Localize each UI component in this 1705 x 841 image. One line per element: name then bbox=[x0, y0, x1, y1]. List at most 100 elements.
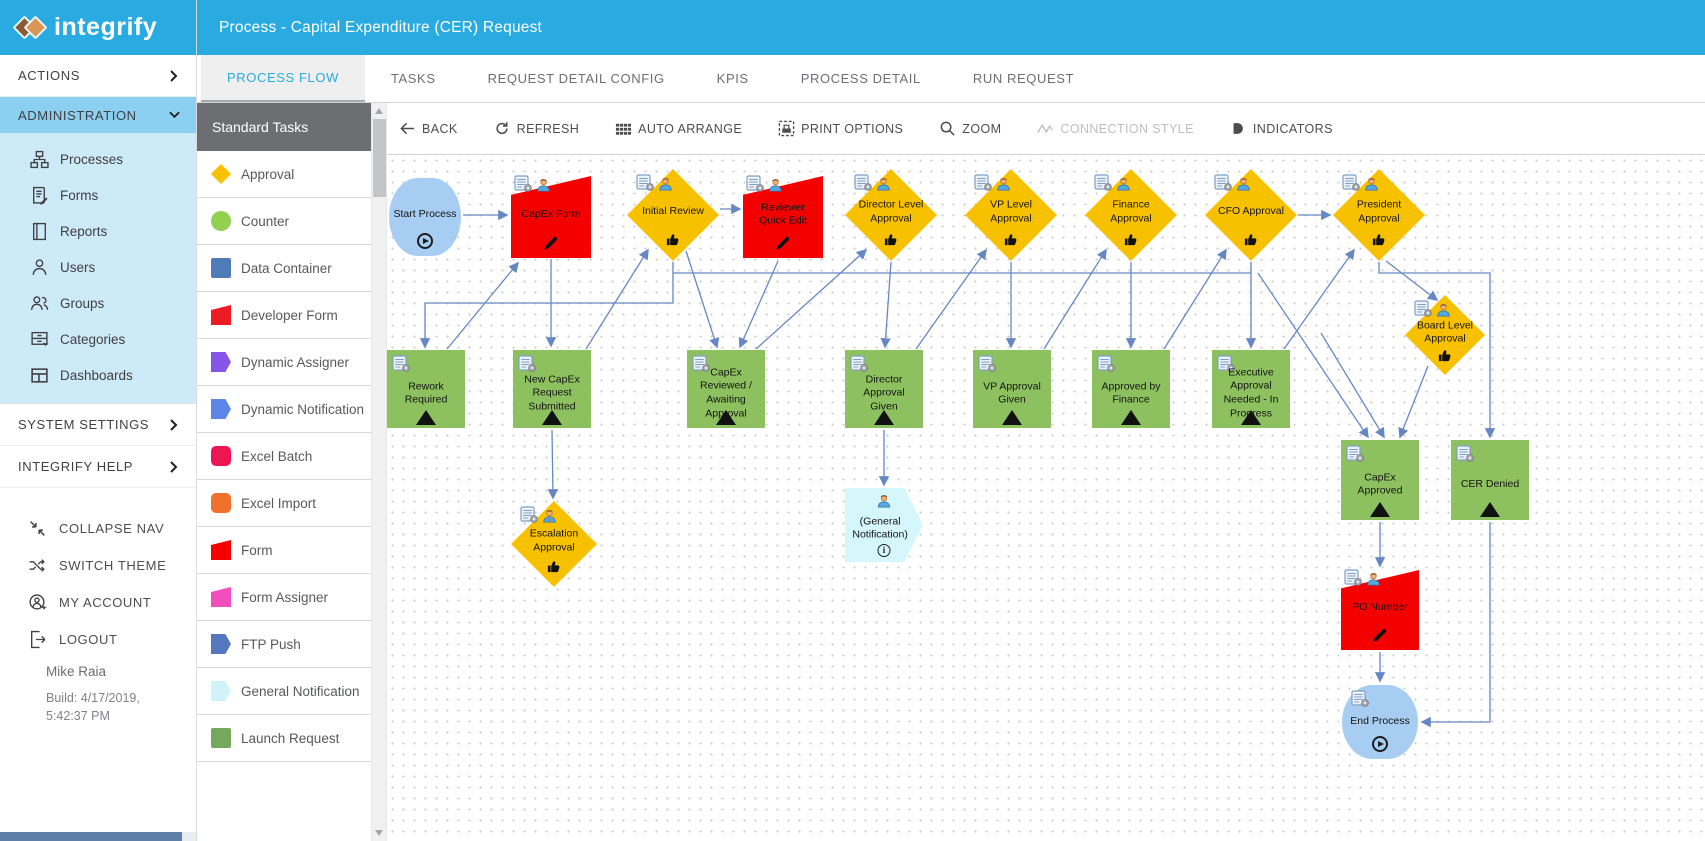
sidebar-item-processes[interactable]: Processes bbox=[0, 141, 196, 177]
thumb-icon bbox=[547, 559, 562, 574]
zoom-button[interactable]: ZOOM bbox=[939, 120, 1001, 137]
indicators-button[interactable]: INDICATORS bbox=[1230, 120, 1333, 137]
sidebar-action-my-account[interactable]: MY ACCOUNT bbox=[0, 584, 196, 621]
sidebar-section-actions[interactable]: ACTIONS bbox=[0, 55, 196, 97]
person-icon bbox=[1366, 572, 1381, 591]
sidebar-horizontal-scrollbar[interactable] bbox=[0, 832, 196, 841]
node-capex-form[interactable]: CapEx Form bbox=[511, 175, 591, 258]
node-vp-approval-given[interactable]: VP Approval Given bbox=[973, 350, 1051, 428]
node-director-approval-given[interactable]: Director Approval Given bbox=[845, 350, 923, 428]
task-type-ftp-push[interactable]: FTP Push bbox=[197, 621, 371, 668]
task-type-excel-import[interactable]: Excel Import bbox=[197, 480, 371, 527]
tab-request-detail-config[interactable]: REQUEST DETAIL CONFIG bbox=[462, 55, 691, 102]
node-rework-required[interactable]: Rework Required bbox=[387, 350, 465, 428]
task-type-label: Excel Batch bbox=[241, 448, 313, 464]
tab-tasks[interactable]: TASKS bbox=[365, 55, 462, 102]
node-end-process[interactable]: End Process bbox=[1342, 685, 1418, 759]
nav-spacer bbox=[0, 488, 196, 510]
sidebar-action-label: LOGOUT bbox=[59, 632, 118, 647]
refresh-button[interactable]: REFRESH bbox=[494, 120, 580, 137]
sidebar-item-categories[interactable]: Categories bbox=[0, 321, 196, 357]
tab-process-flow[interactable]: PROCESS FLOW bbox=[201, 55, 365, 102]
node-board-level-approval[interactable]: Board Level Approval bbox=[1405, 295, 1485, 375]
sidebar-action-collapse-nav[interactable]: COLLAPSE NAV bbox=[0, 510, 196, 547]
sidebar-item-forms[interactable]: Forms bbox=[0, 177, 196, 213]
panel-scrollbar[interactable] bbox=[372, 103, 387, 841]
task-type-dynamic-assigner[interactable]: Dynamic Assigner bbox=[197, 339, 371, 386]
toolbar-button-label: REFRESH bbox=[516, 121, 580, 136]
node-badges bbox=[518, 355, 537, 377]
node-escalation-approval[interactable]: Escalation Approval bbox=[511, 501, 597, 587]
auto-arrange-button[interactable]: AUTO ARRANGE bbox=[615, 120, 742, 137]
sidebar: integrify ACTIONS ADMINISTRATION Processes… bbox=[0, 0, 197, 841]
node-approved-by-finance[interactable]: Approved by Finance bbox=[1092, 350, 1170, 428]
sidebar-section-label: INTEGRIFY HELP bbox=[18, 459, 134, 474]
thumb-icon bbox=[666, 232, 681, 247]
task-type-approval[interactable]: Approval bbox=[197, 151, 371, 198]
logged-in-user: Mike Raia bbox=[46, 664, 107, 679]
users-icon bbox=[30, 294, 49, 313]
approval-shape-icon bbox=[211, 164, 231, 184]
print-options-button[interactable]: PRINT OPTIONS bbox=[778, 120, 903, 137]
back-button[interactable]: BACK bbox=[399, 120, 458, 137]
task-type-developer-form[interactable]: Developer Form bbox=[197, 292, 371, 339]
sidebar-action-switch-theme[interactable]: SWITCH THEME bbox=[0, 547, 196, 584]
node-cer-denied[interactable]: CER Denied bbox=[1451, 440, 1529, 520]
panel-scrollbar-thumb[interactable] bbox=[373, 119, 386, 197]
task-type-excel-batch[interactable]: Excel Batch bbox=[197, 433, 371, 480]
node-po-number[interactable]: PO Number bbox=[1341, 569, 1419, 650]
node-vp-level-approval[interactable]: VP Level Approval bbox=[965, 169, 1057, 261]
tab-kpis[interactable]: KPIS bbox=[691, 55, 775, 102]
sidebar-section-administration[interactable]: ADMINISTRATION bbox=[0, 97, 196, 133]
sidebar-item-groups[interactable]: Groups bbox=[0, 285, 196, 321]
task-type-label: Data Container bbox=[241, 260, 332, 276]
sheet-icon bbox=[746, 175, 765, 197]
node-badges bbox=[877, 494, 892, 513]
sidebar-item-label: Categories bbox=[60, 331, 126, 347]
tab-process-detail[interactable]: PROCESS DETAIL bbox=[775, 55, 947, 102]
node-general-notification[interactable]: (General Notification) i bbox=[845, 488, 923, 562]
sidebar-item-dashboards[interactable]: Dashboards bbox=[0, 357, 196, 393]
node-start-process[interactable]: Start Process bbox=[389, 178, 461, 256]
scroll-down-arrow-icon[interactable] bbox=[375, 830, 383, 836]
node-initial-review[interactable]: Initial Review bbox=[627, 169, 719, 261]
sidebar-section-integrify-help[interactable]: INTEGRIFY HELP bbox=[0, 446, 196, 488]
scroll-up-arrow-icon[interactable] bbox=[375, 108, 383, 114]
node-president-approval[interactable]: President Approval bbox=[1333, 169, 1425, 261]
person-icon bbox=[1116, 177, 1131, 196]
node-director-level-approval[interactable]: Director Level Approval bbox=[845, 169, 937, 261]
task-type-counter[interactable]: Counter bbox=[197, 198, 371, 245]
tab-run-request[interactable]: RUN REQUEST bbox=[947, 55, 1100, 102]
node-cfo-approval[interactable]: CFO Approval bbox=[1205, 169, 1297, 261]
account-icon bbox=[28, 593, 47, 612]
scrollbar-thumb[interactable] bbox=[0, 832, 182, 841]
app-logo[interactable]: integrify bbox=[0, 0, 196, 55]
task-type-form[interactable]: Form bbox=[197, 527, 371, 574]
tab-label: RUN REQUEST bbox=[972, 71, 1075, 86]
sheet-icon bbox=[1344, 569, 1363, 591]
node-finance-approval[interactable]: Finance Approval bbox=[1085, 169, 1177, 261]
sidebar-section-system-settings[interactable]: SYSTEM SETTINGS bbox=[0, 404, 196, 446]
task-type-launch-request[interactable]: Launch Request bbox=[197, 715, 371, 762]
node-capex-reviewed-awaiting-approval[interactable]: CapEx Reviewed / Awaiting Approval bbox=[687, 350, 765, 428]
node-capex-approved[interactable]: CapEx Approved bbox=[1341, 440, 1419, 520]
task-type-label: Form bbox=[241, 542, 273, 558]
task-type-data-container[interactable]: Data Container bbox=[197, 245, 371, 292]
sidebar-item-reports[interactable]: Reports bbox=[0, 213, 196, 249]
node-reviewer-quick-edit[interactable]: Reviewer Quick Edit bbox=[743, 175, 823, 258]
sidebar-item-users[interactable]: Users bbox=[0, 249, 196, 285]
node-label: Rework Required bbox=[404, 380, 448, 406]
sheet-icon bbox=[1351, 690, 1370, 712]
node-executive-approval-needed[interactable]: Executive Approval Needed - In Progress bbox=[1212, 350, 1290, 428]
task-type-general-notification[interactable]: General Notification bbox=[197, 668, 371, 715]
sidebar-action-logout[interactable]: LOGOUT bbox=[0, 621, 196, 658]
person-icon bbox=[768, 178, 783, 197]
excel-import-shape-icon bbox=[211, 493, 231, 513]
flow-canvas[interactable]: BACK REFRESH AUTO ARRANGE PRINT OPTIONS ZOOM… bbox=[387, 103, 1705, 841]
task-type-dynamic-notification[interactable]: Dynamic Notification bbox=[197, 386, 371, 433]
triangle-icon bbox=[1370, 502, 1390, 517]
thumb-icon bbox=[884, 232, 899, 247]
sidebar-item-label: Processes bbox=[60, 151, 124, 167]
node-new-capex-request-submitted[interactable]: New CapEx Request Submitted bbox=[513, 350, 591, 428]
task-type-form-assigner[interactable]: Form Assigner bbox=[197, 574, 371, 621]
